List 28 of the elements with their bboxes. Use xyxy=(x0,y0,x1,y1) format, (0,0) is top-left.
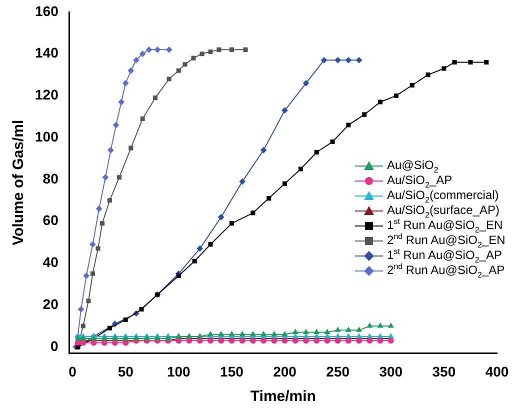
legend-label: 2$^{nd}$ Run Au@SiO$_{2}$_EN xyxy=(387,232,506,250)
x-tick-label: 0 xyxy=(68,363,77,380)
y-tick-label: 80 xyxy=(42,170,59,186)
x-tick-label: 50 xyxy=(118,363,134,380)
y-axis-title: Volume of Gas/ml xyxy=(10,120,28,246)
legend-label: 1$^{st}$ Run Au@SiO$_{2}$_AP xyxy=(387,247,502,264)
x-tick-label: 100 xyxy=(166,363,191,380)
y-tick-label: 20 xyxy=(42,296,59,312)
legend-label: 2$^{nd}$ Run Au@SiO$_{2}$_AP xyxy=(387,262,505,280)
y-tick-label: 0 xyxy=(50,338,59,354)
x-tick-label: 250 xyxy=(326,363,350,380)
x-tick-label: 150 xyxy=(220,363,244,380)
y-tick-label: 40 xyxy=(42,254,59,270)
x-axis-title: Time/min xyxy=(250,388,316,406)
y-tick-label: 160 xyxy=(35,2,59,19)
legend-label: Au/SiO$_{2}$(commercial) xyxy=(387,188,499,204)
legend-label: Au@SiO$_{2}$ xyxy=(387,158,438,174)
y-tick-label: 140 xyxy=(35,44,59,61)
x-tick-label: 400 xyxy=(485,363,509,380)
x-tick-label: 350 xyxy=(432,363,456,380)
legend-label: Au/SiO$_{2}$_AP xyxy=(387,173,452,190)
y-tick-label: 100 xyxy=(35,128,59,144)
x-tick-label: 200 xyxy=(273,363,297,380)
y-tick-label: 60 xyxy=(42,212,59,228)
y-tick-label: 120 xyxy=(35,86,59,103)
x-tick-label: 300 xyxy=(379,363,403,380)
legend-label: Au/SiO$_{2}$(surface_AP) xyxy=(387,203,500,220)
legend-label: 1$^{st}$ Run Au@SiO$_{2}$_EN xyxy=(387,217,503,234)
